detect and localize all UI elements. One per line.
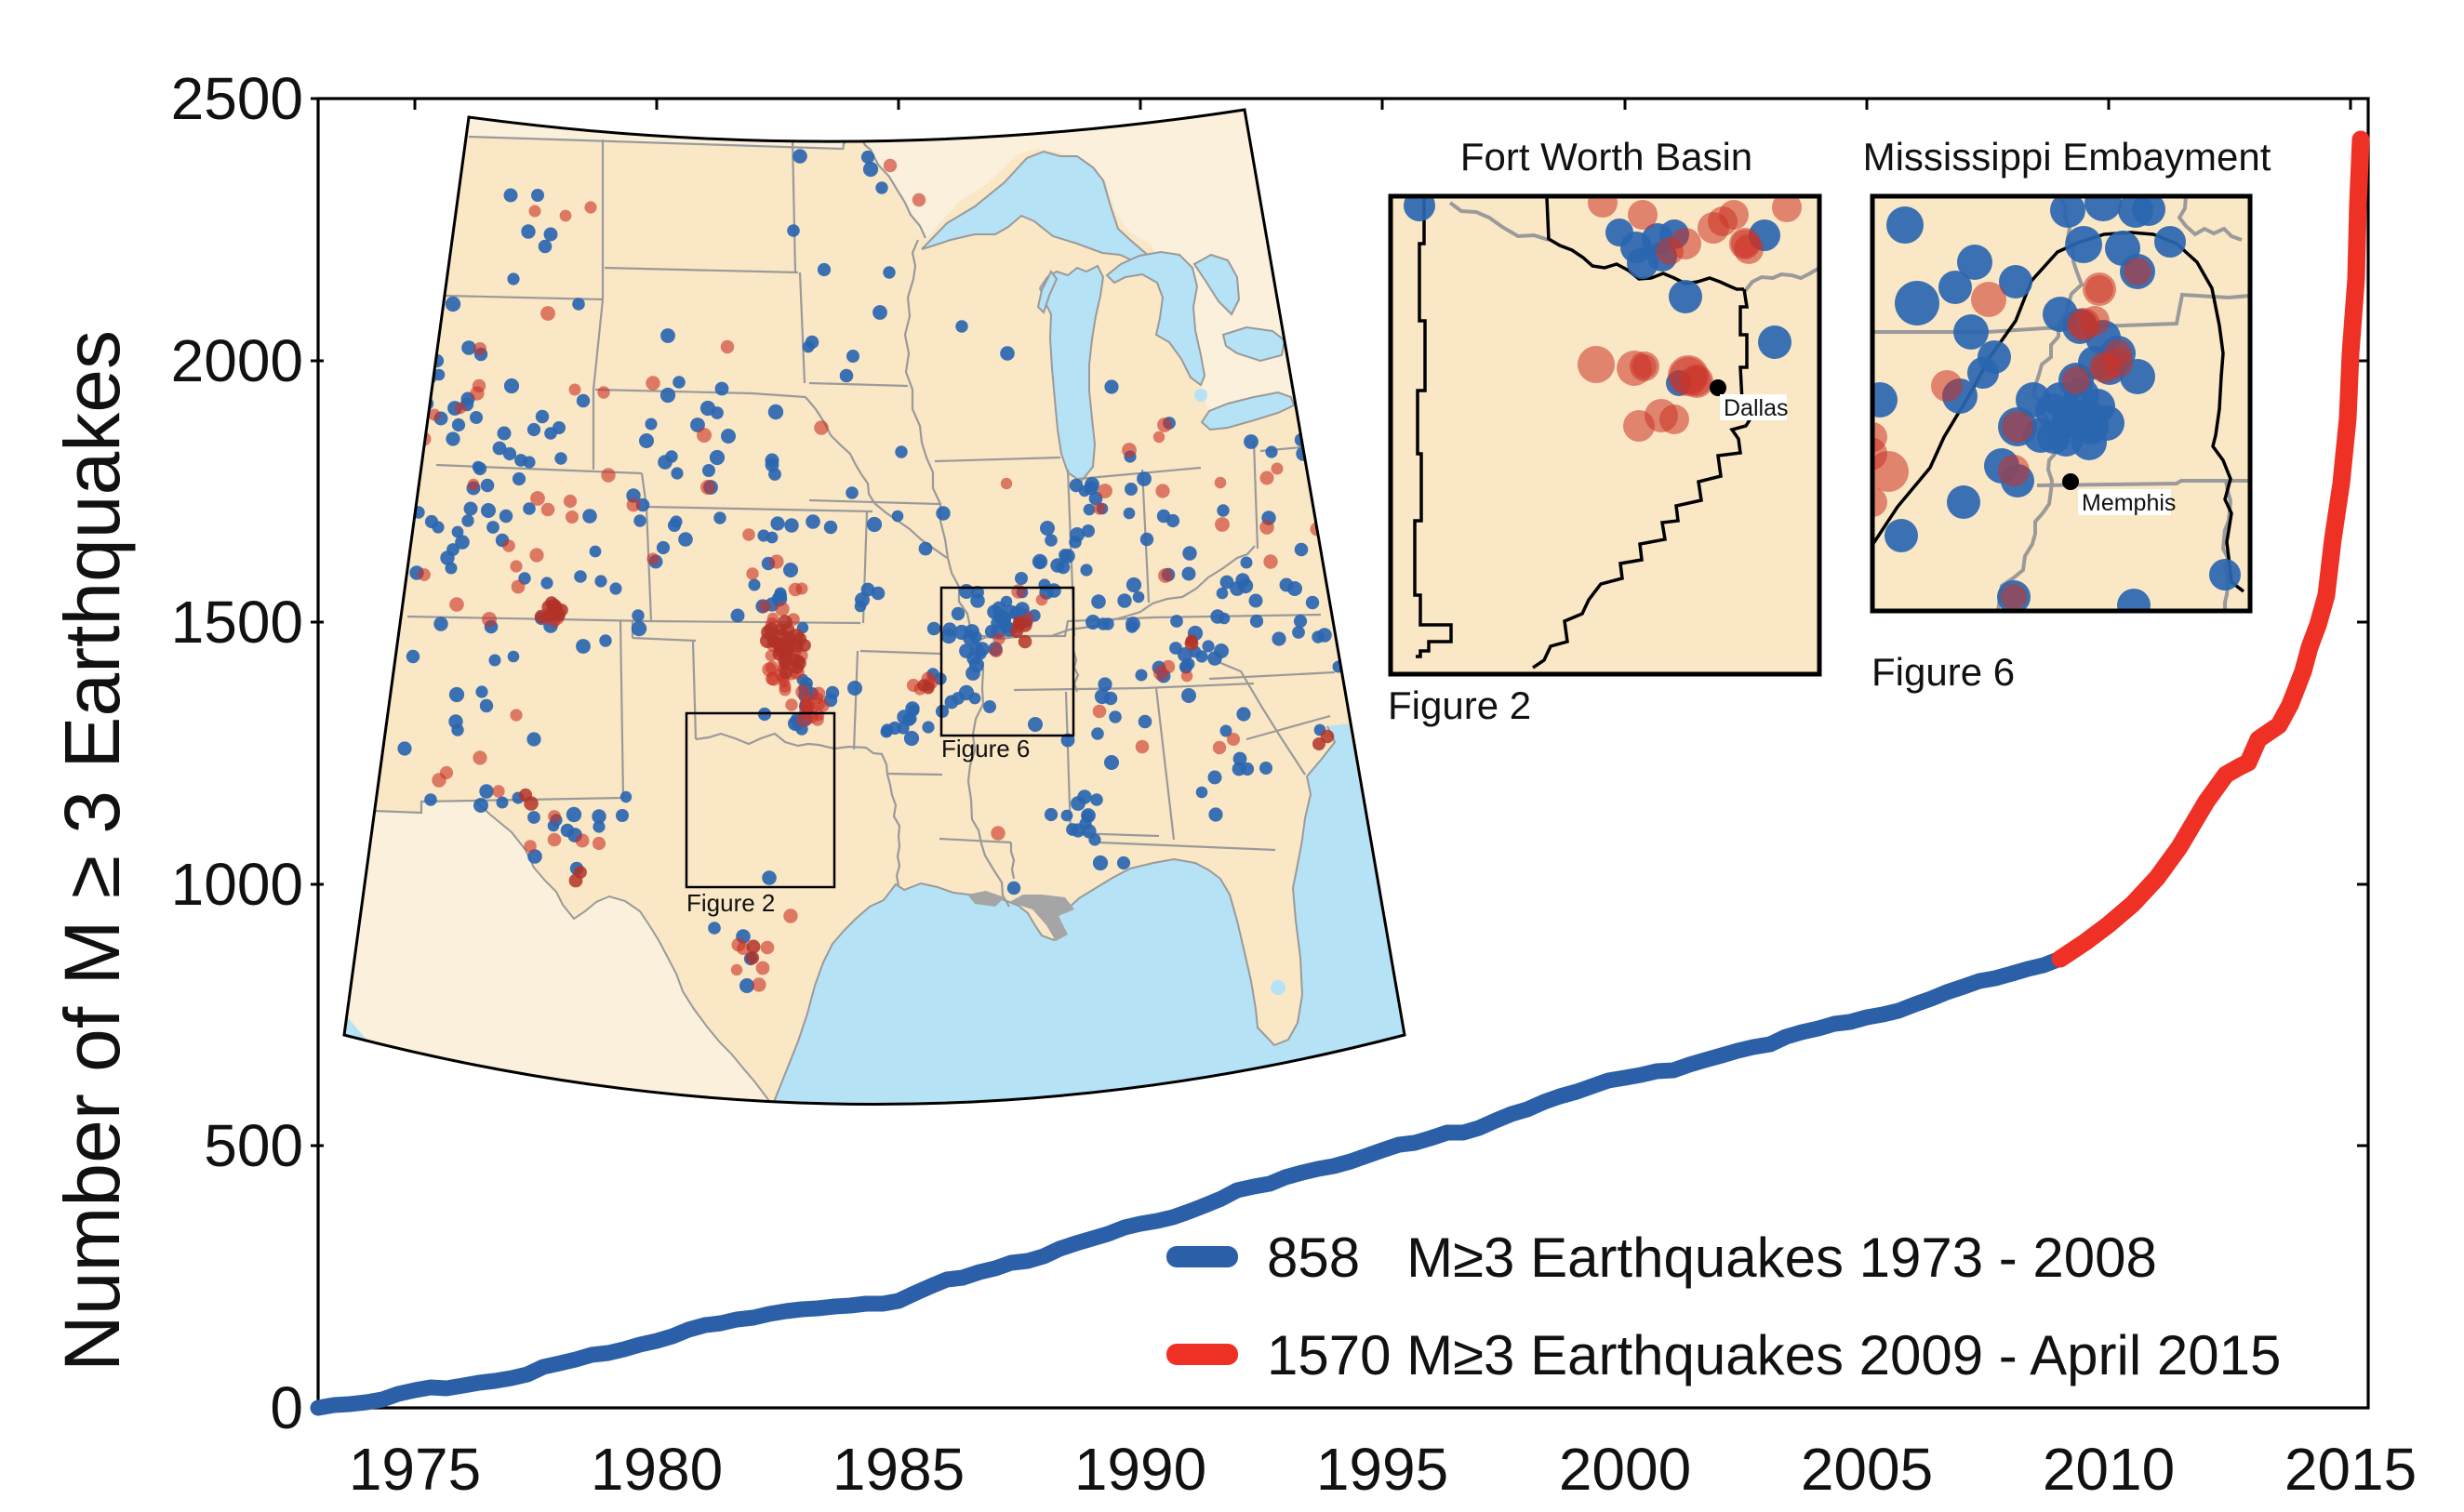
svg-text:2500: 2500 <box>171 65 303 132</box>
svg-text:2000: 2000 <box>1559 1436 1691 1503</box>
svg-text:2015: 2015 <box>2284 1436 2417 1503</box>
svg-text:2005: 2005 <box>1801 1436 1933 1503</box>
svg-text:Memphis: Memphis <box>2082 490 2176 516</box>
svg-text:0: 0 <box>270 1374 303 1441</box>
svg-text:Figure 6: Figure 6 <box>941 735 1030 763</box>
svg-text:1975: 1975 <box>349 1436 481 1503</box>
svg-text:1000: 1000 <box>171 851 303 918</box>
svg-text:1995: 1995 <box>1316 1436 1448 1503</box>
svg-text:858 M≥3 Earthquakes 1973 - 2: 858 M≥3 Earthquakes 1973 - 2008 <box>1267 1227 2157 1289</box>
svg-text:Figure 2: Figure 2 <box>686 889 775 917</box>
svg-text:1570 M≥3 Earthquakes 2009 - Ap: 1570 M≥3 Earthquakes 2009 - April 2015 <box>1267 1324 2281 1386</box>
svg-text:2000: 2000 <box>171 327 303 394</box>
svg-text:Dallas: Dallas <box>1724 395 1788 421</box>
svg-text:Number of M ≥ 3 Earthquakes: Number of M ≥ 3 Earthquakes <box>48 330 136 1372</box>
svg-text:2010: 2010 <box>2043 1436 2175 1503</box>
svg-text:Figure 2: Figure 2 <box>1388 683 1531 727</box>
svg-text:Fort Worth Basin: Fort Worth Basin <box>1460 135 1752 179</box>
svg-text:500: 500 <box>204 1112 303 1179</box>
svg-text:1990: 1990 <box>1074 1436 1206 1503</box>
svg-text:Figure 6: Figure 6 <box>1871 650 2015 694</box>
svg-text:1980: 1980 <box>591 1436 723 1503</box>
svg-text:1985: 1985 <box>832 1436 965 1503</box>
svg-text:Mississippi Embayment: Mississippi Embayment <box>1863 135 2271 179</box>
svg-text:1500: 1500 <box>171 589 303 656</box>
